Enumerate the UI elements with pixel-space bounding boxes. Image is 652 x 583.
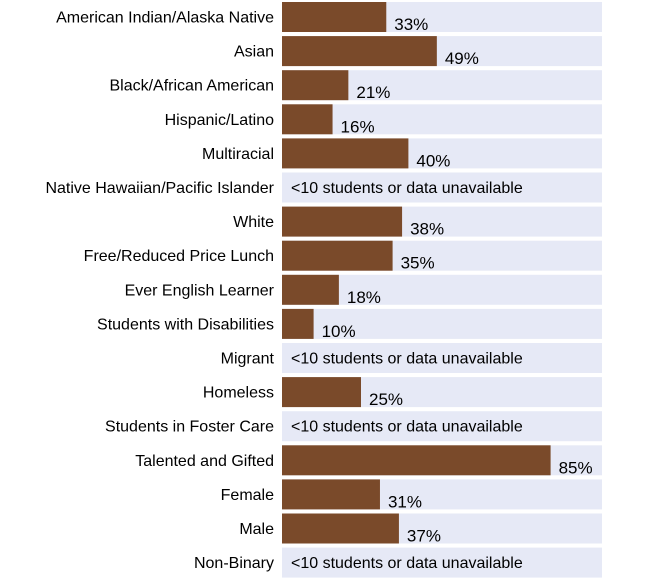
missing-data-label: <10 students or data unavailable <box>291 555 523 572</box>
bar-row: Students in Foster Care <10 students or d… <box>105 411 602 442</box>
bar <box>282 274 339 305</box>
category-label: White <box>233 214 274 231</box>
bar-track <box>282 547 602 578</box>
bar-row: Black/African American 21% <box>109 70 602 102</box>
category-label: Male <box>239 521 274 538</box>
category-label: Female <box>221 487 274 504</box>
value-label: 40% <box>416 151 450 170</box>
bar <box>282 513 399 544</box>
category-label: Native Hawaiian/Pacific Islander <box>45 180 274 197</box>
value-label: 16% <box>341 117 375 136</box>
bar-row: Migrant <10 students or data unavailable <box>221 343 602 373</box>
bar-track <box>282 343 602 373</box>
value-label: 10% <box>322 322 356 341</box>
bar-track <box>282 308 602 339</box>
category-label: Talented and Gifted <box>135 453 274 470</box>
bar-row: White 38% <box>233 206 602 239</box>
value-label: 25% <box>369 390 403 409</box>
missing-data-label: <10 students or data unavailable <box>291 419 523 436</box>
bar-row: Students with Disabilities 10% <box>97 308 602 341</box>
value-label: 31% <box>388 492 422 511</box>
value-label: 37% <box>407 527 441 546</box>
bar <box>282 70 349 101</box>
bar-row: American Indian/Alaska Native 33% <box>56 2 602 34</box>
bar-row: Free/Reduced Price Lunch 35% <box>84 240 602 273</box>
bar-row: Hispanic/Latino 16% <box>165 104 602 136</box>
category-label: Asian <box>234 44 274 61</box>
bar-row: Multiracial 40% <box>202 138 602 170</box>
category-label: Migrant <box>221 351 275 368</box>
bar-track <box>282 411 602 442</box>
bar <box>282 138 409 169</box>
bar-track <box>282 104 602 135</box>
category-label: Ever English Learner <box>125 282 275 299</box>
category-label: American Indian/Alaska Native <box>56 10 274 27</box>
category-label: Black/African American <box>109 78 274 95</box>
value-label: 38% <box>410 220 444 239</box>
bar <box>282 308 314 339</box>
bar <box>282 36 437 67</box>
bar <box>282 377 361 408</box>
missing-data-label: <10 students or data unavailable <box>291 180 523 197</box>
bar-row: Female 31% <box>221 479 602 511</box>
value-label: 33% <box>394 15 428 34</box>
bar-row: Ever English Learner 18% <box>125 274 602 307</box>
category-label: Students with Disabilities <box>97 316 274 333</box>
value-label: 85% <box>559 458 593 477</box>
category-label: Multiracial <box>202 146 274 163</box>
value-label: 35% <box>401 254 435 273</box>
bar-row: Native Hawaiian/Pacific Islander <10 stud… <box>45 172 602 203</box>
category-label: Homeless <box>203 385 274 402</box>
category-label: Free/Reduced Price Lunch <box>84 248 274 265</box>
value-label: 49% <box>445 49 479 68</box>
bar-row: Non-Binary <10 students or data unavailab… <box>194 547 602 578</box>
value-label: 18% <box>347 288 381 307</box>
bar-row: Talented and Gifted 85% <box>135 445 602 477</box>
value-label: 21% <box>356 83 390 102</box>
bar-row: Male 37% <box>239 513 602 546</box>
missing-data-label: <10 students or data unavailable <box>291 351 523 368</box>
category-label: Hispanic/Latino <box>165 112 275 129</box>
bar <box>282 2 387 32</box>
category-label: Students in Foster Care <box>105 419 274 436</box>
bar-track <box>282 172 602 203</box>
category-label: Non-Binary <box>194 555 274 572</box>
bar-row: Homeless 25% <box>203 377 602 409</box>
bar <box>282 479 380 510</box>
bar <box>282 104 333 135</box>
bar <box>282 240 393 271</box>
bar <box>282 206 403 237</box>
bar <box>282 445 551 476</box>
bar-row: Asian 49% <box>234 36 602 68</box>
